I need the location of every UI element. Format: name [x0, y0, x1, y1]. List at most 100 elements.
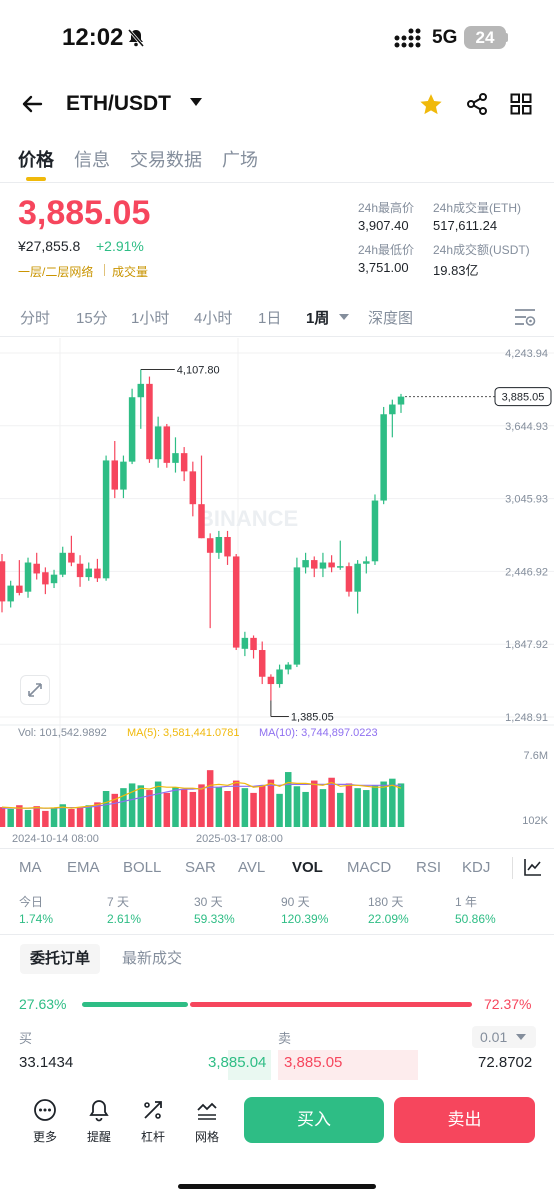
perf-value-180d: 22.09%: [368, 912, 409, 926]
volume-bar: [345, 783, 353, 827]
favorite-star-icon[interactable]: [418, 92, 444, 118]
volume-bar: [154, 781, 162, 827]
candle-body: [68, 552, 75, 563]
buy-button[interactable]: 买入: [244, 1097, 384, 1143]
candle-body: [102, 460, 110, 579]
volume-bar: [111, 793, 119, 827]
grid-trading-icon[interactable]: [195, 1098, 219, 1122]
volume-bar: [232, 780, 240, 827]
bid-price[interactable]: 3,885.04: [208, 1054, 267, 1071]
high-marker-label: 4,107.80: [177, 365, 220, 377]
volume-bar: [68, 809, 75, 827]
candle-body: [250, 637, 257, 651]
candle-body: [267, 676, 275, 685]
volume-bar: [397, 783, 405, 827]
volume-bar: [146, 790, 153, 827]
volume-bar: [319, 789, 327, 827]
indicator-chart-icon[interactable]: [523, 857, 543, 877]
volume-bar: [293, 786, 301, 827]
grid-menu-icon[interactable]: [510, 93, 532, 115]
candle-body: [206, 538, 214, 553]
indicator-rsi[interactable]: RSI: [416, 859, 442, 876]
chevron-down-icon[interactable]: [190, 98, 202, 106]
indicator-boll[interactable]: BOLL: [123, 859, 162, 876]
category-tag-layer[interactable]: 一层/二层网络: [18, 265, 94, 279]
indicator-macd[interactable]: MACD: [347, 859, 392, 876]
back-arrow-icon[interactable]: [20, 92, 44, 116]
share-icon[interactable]: [465, 92, 489, 116]
candle-body: [224, 536, 231, 557]
stat-label-low: 24h最低价: [358, 243, 415, 257]
indicator-vol[interactable]: VOL: [292, 859, 323, 876]
price-change: +2.91%: [96, 238, 144, 254]
ask-qty[interactable]: 72.8702: [478, 1054, 533, 1071]
pair-selector[interactable]: ETH/USDT: [66, 92, 171, 115]
expand-chart-button[interactable]: [20, 675, 50, 705]
chart-settings-icon[interactable]: [514, 307, 536, 327]
indicator-separator: [512, 857, 513, 879]
grid-trading-label[interactable]: 网格: [195, 1130, 220, 1144]
candle-body: [389, 404, 396, 415]
watermark-text: BINANCE: [198, 506, 298, 531]
price-chart[interactable]: BINANCE 4,243.94 3,644.93 3,045.93 2,446.92…: [0, 338, 554, 848]
tab-square[interactable]: 广场: [222, 150, 258, 170]
sell-ratio: 72.37%: [484, 996, 532, 1012]
indicator-avl[interactable]: AVL: [238, 859, 266, 876]
candle-body: [284, 664, 292, 670]
tab-recent-trades[interactable]: 最新成交: [122, 950, 183, 967]
volume-bar: [59, 804, 66, 827]
volume-bar: [120, 788, 127, 827]
perf-label-7d: 7 天: [107, 895, 130, 909]
price-axis-label: 1,847.92: [505, 639, 548, 651]
candle-body: [50, 574, 58, 584]
ask-depth-bar: [278, 1050, 418, 1080]
bid-qty[interactable]: 33.1434: [19, 1054, 74, 1071]
interval-1h[interactable]: 1小时: [131, 310, 170, 327]
indicator-sar[interactable]: SAR: [185, 859, 216, 876]
candle-body: [380, 414, 387, 501]
interval-dropdown-icon[interactable]: [339, 314, 349, 320]
indicator-ma[interactable]: MA: [19, 859, 42, 876]
candle-body: [94, 568, 101, 579]
volume-bar: [7, 809, 14, 827]
active-tab-indicator: [26, 177, 46, 181]
more-label[interactable]: 更多: [33, 1130, 58, 1144]
interval-depth[interactable]: 深度图: [368, 310, 414, 327]
sell-button[interactable]: 卖出: [394, 1097, 535, 1143]
current-price-tag: [494, 387, 552, 407]
ask-price[interactable]: 3,885.05: [284, 1054, 343, 1071]
tab-price[interactable]: 价格: [18, 150, 54, 170]
volume-bar: [258, 785, 266, 827]
volume-bar: [267, 779, 275, 827]
indicator-kdj[interactable]: KDJ: [462, 859, 491, 876]
leverage-icon[interactable]: [141, 1098, 165, 1122]
volume-bar: [76, 807, 84, 827]
interval-line[interactable]: 分时: [20, 310, 51, 327]
volume-bar: [276, 793, 283, 827]
ma5-line: [1, 781, 402, 809]
volume-bar: [33, 806, 40, 827]
alert-label[interactable]: 提醒: [87, 1130, 112, 1144]
volume-axis-label: 7.6M: [524, 750, 548, 762]
perf-value-1y: 50.86%: [455, 912, 496, 926]
interval-4h[interactable]: 4小时: [194, 310, 233, 327]
tab-trading-data[interactable]: 交易数据: [130, 150, 202, 170]
category-tag-volume[interactable]: 成交量: [112, 265, 149, 279]
interval-1d[interactable]: 1日: [258, 310, 282, 327]
precision-selector[interactable]: 0.01: [472, 1026, 536, 1048]
price-axis-label: 2,446.92: [505, 566, 548, 578]
alert-bell-icon[interactable]: [87, 1098, 111, 1122]
candle-body: [180, 453, 188, 472]
indicator-ema[interactable]: EMA: [67, 859, 100, 876]
interval-15m[interactable]: 15分: [76, 310, 108, 327]
more-icon[interactable]: [33, 1098, 57, 1122]
tab-info[interactable]: 信息: [74, 150, 110, 170]
interval-1w[interactable]: 1周: [306, 310, 330, 327]
tab-order-book[interactable]: 委托订单: [20, 944, 101, 974]
leverage-label[interactable]: 杠杆: [141, 1130, 166, 1144]
mute-bell-icon: [127, 29, 145, 47]
vol-ma5-label: MA(5): 3,581,441.0781: [127, 727, 240, 739]
precision-chevron-icon[interactable]: [516, 1034, 526, 1040]
low-marker-label: 1,385.05: [291, 711, 334, 723]
candle-body: [120, 461, 127, 490]
